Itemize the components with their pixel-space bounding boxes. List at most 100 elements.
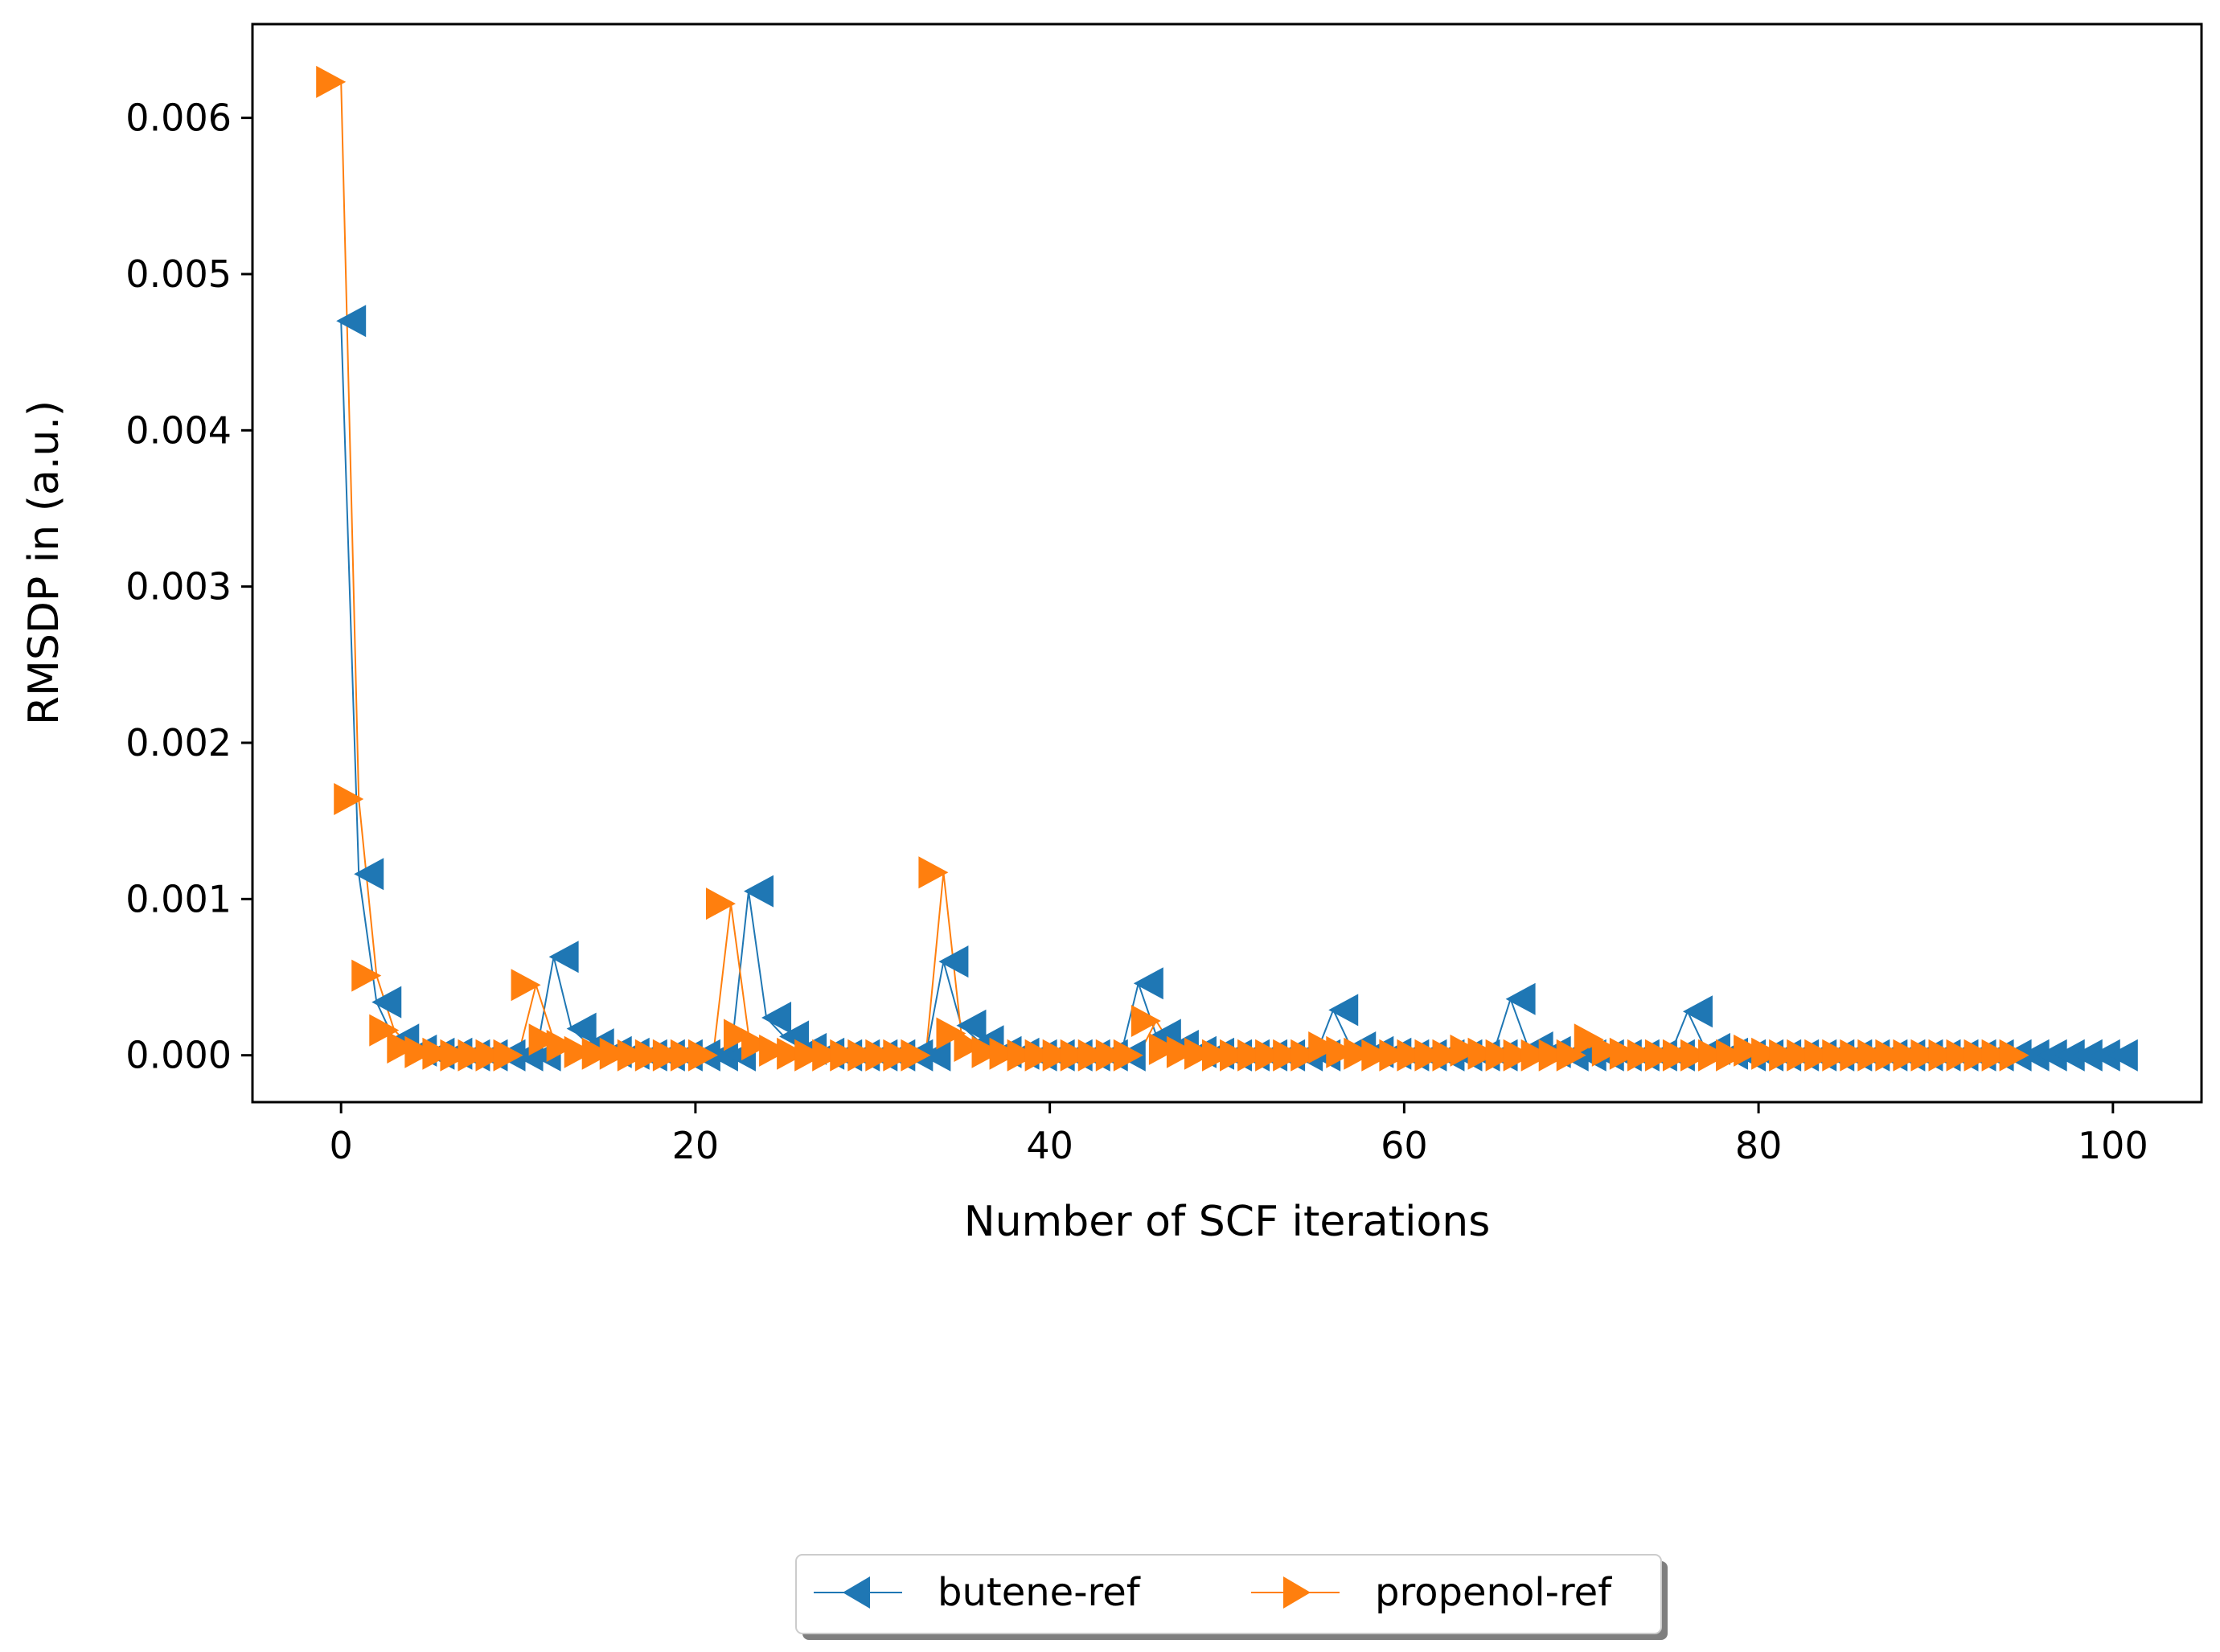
legend-marker-butene: [843, 1576, 870, 1609]
data-point-propenol-ref: [1538, 1039, 1569, 1072]
data-point-propenol-ref: [1042, 1039, 1073, 1072]
data-point-propenol-ref: [1503, 1039, 1533, 1072]
data-point-propenol-ref: [1184, 1037, 1214, 1070]
data-point-propenol-ref: [387, 1031, 417, 1064]
data-point-propenol-ref: [1893, 1039, 1923, 1072]
data-point-butene-ref: [1328, 994, 1359, 1027]
data-point-propenol-ref: [1414, 1039, 1445, 1072]
data-point-butene-ref: [956, 1009, 987, 1042]
data-point-propenol-ref: [1273, 1039, 1303, 1072]
data-point-propenol-ref: [687, 1039, 718, 1072]
data-point-propenol-ref: [1787, 1039, 1817, 1072]
data-point-propenol-ref: [404, 1035, 435, 1068]
data-point-propenol-ref: [1148, 1032, 1179, 1065]
data-point-propenol-ref: [1255, 1039, 1286, 1072]
data-point-propenol-ref: [759, 1034, 790, 1067]
data-point-propenol-ref: [458, 1039, 488, 1072]
data-point-butene-ref: [744, 875, 774, 908]
data-point-propenol-ref: [1716, 1039, 1746, 1072]
legend-label-propenol: propenol-ref: [1375, 1570, 1612, 1615]
x-tick-label: 100: [2078, 1124, 2148, 1167]
data-point-propenol-ref: [1450, 1034, 1480, 1067]
data-point-propenol-ref: [1928, 1039, 1959, 1072]
data-point-propenol-ref: [475, 1039, 506, 1072]
data-point-propenol-ref: [901, 1039, 931, 1072]
data-point-propenol-ref: [422, 1037, 453, 1070]
data-point-propenol-ref: [1379, 1039, 1410, 1072]
data-point-butene-ref: [548, 941, 579, 974]
data-point-propenol-ref: [1910, 1039, 1941, 1072]
data-point-butene-ref: [938, 945, 969, 978]
data-point-propenol-ref: [1875, 1039, 1906, 1072]
data-point-propenol-ref: [1237, 1039, 1268, 1072]
data-point-propenol-ref: [971, 1035, 1002, 1068]
data-point-propenol-ref: [705, 887, 736, 920]
data-point-propenol-ref: [564, 1035, 594, 1068]
data-point-propenol-ref: [865, 1039, 896, 1072]
data-point-propenol-ref: [316, 65, 347, 98]
data-point-propenol-ref: [777, 1037, 807, 1070]
data-point-propenol-ref: [1308, 1031, 1339, 1064]
data-point-propenol-ref: [1467, 1037, 1498, 1070]
data-point-propenol-ref: [1822, 1039, 1853, 1072]
x-tick-label: 0: [330, 1124, 353, 1167]
data-point-propenol-ref: [652, 1039, 683, 1072]
data-point-propenol-ref: [847, 1039, 878, 1072]
plot-frame: [251, 23, 2203, 1104]
data-point-propenol-ref: [1840, 1039, 1870, 1072]
data-point-propenol-ref: [634, 1039, 665, 1072]
data-point-propenol-ref: [511, 969, 541, 1002]
data-point-propenol-ref: [1113, 1039, 1143, 1072]
data-point-propenol-ref: [918, 856, 949, 889]
data-point-propenol-ref: [936, 1017, 966, 1050]
data-point-propenol-ref: [1644, 1039, 1675, 1072]
data-point-butene-ref: [1505, 982, 1536, 1015]
data-point-butene-ref: [2107, 1039, 2138, 1072]
y-axis-label: RMSDP in (a.u.): [20, 400, 68, 725]
data-point-butene-ref: [1133, 967, 1163, 1000]
data-point-propenol-ref: [1166, 1035, 1196, 1068]
data-point-propenol-ref: [1680, 1039, 1710, 1072]
data-point-propenol-ref: [741, 1028, 772, 1061]
data-point-propenol-ref: [1804, 1039, 1835, 1072]
data-point-propenol-ref: [1326, 1035, 1356, 1068]
data-point-propenol-ref: [1769, 1039, 1799, 1072]
data-point-propenol-ref: [1095, 1039, 1126, 1072]
data-point-propenol-ref: [440, 1039, 470, 1072]
y-tick-label: 0.001: [125, 877, 232, 920]
data-point-propenol-ref: [1131, 1004, 1161, 1037]
data-point-propenol-ref: [599, 1037, 630, 1070]
data-point-propenol-ref: [493, 1039, 523, 1072]
x-tick-label: 40: [1026, 1124, 1073, 1167]
data-point-propenol-ref: [1556, 1039, 1586, 1072]
series-markers: [316, 65, 2138, 1072]
data-point-butene-ref: [2054, 1039, 2085, 1072]
data-point-butene-ref: [2019, 1039, 2050, 1072]
data-point-butene-ref: [354, 858, 384, 891]
data-point-propenol-ref: [528, 1023, 559, 1056]
x-axis-label: Number of SCF iterations: [964, 1198, 1491, 1246]
x-tick-label: 20: [672, 1124, 720, 1167]
data-point-propenol-ref: [1520, 1039, 1551, 1072]
data-point-propenol-ref: [812, 1039, 843, 1072]
data-point-propenol-ref: [617, 1039, 647, 1072]
data-point-butene-ref: [566, 1012, 597, 1045]
data-point-propenol-ref: [1999, 1039, 2029, 1072]
data-point-propenol-ref: [830, 1039, 860, 1072]
data-point-propenol-ref: [1734, 1034, 1764, 1067]
data-point-butene-ref: [2037, 1039, 2067, 1072]
x-tick-label: 80: [1735, 1124, 1783, 1167]
y-tick-label: 0.006: [125, 96, 232, 140]
legend: butene-ref propenol-ref: [795, 1554, 1668, 1640]
y-tick-label: 0.002: [125, 721, 232, 765]
data-point-propenol-ref: [351, 959, 382, 992]
data-point-propenol-ref: [1060, 1039, 1090, 1072]
data-point-propenol-ref: [581, 1037, 612, 1070]
data-point-propenol-ref: [1024, 1039, 1055, 1072]
y-tick-label: 0.004: [125, 408, 232, 452]
data-point-propenol-ref: [954, 1030, 984, 1063]
data-point-propenol-ref: [1077, 1039, 1108, 1072]
data-point-propenol-ref: [1946, 1039, 1976, 1072]
